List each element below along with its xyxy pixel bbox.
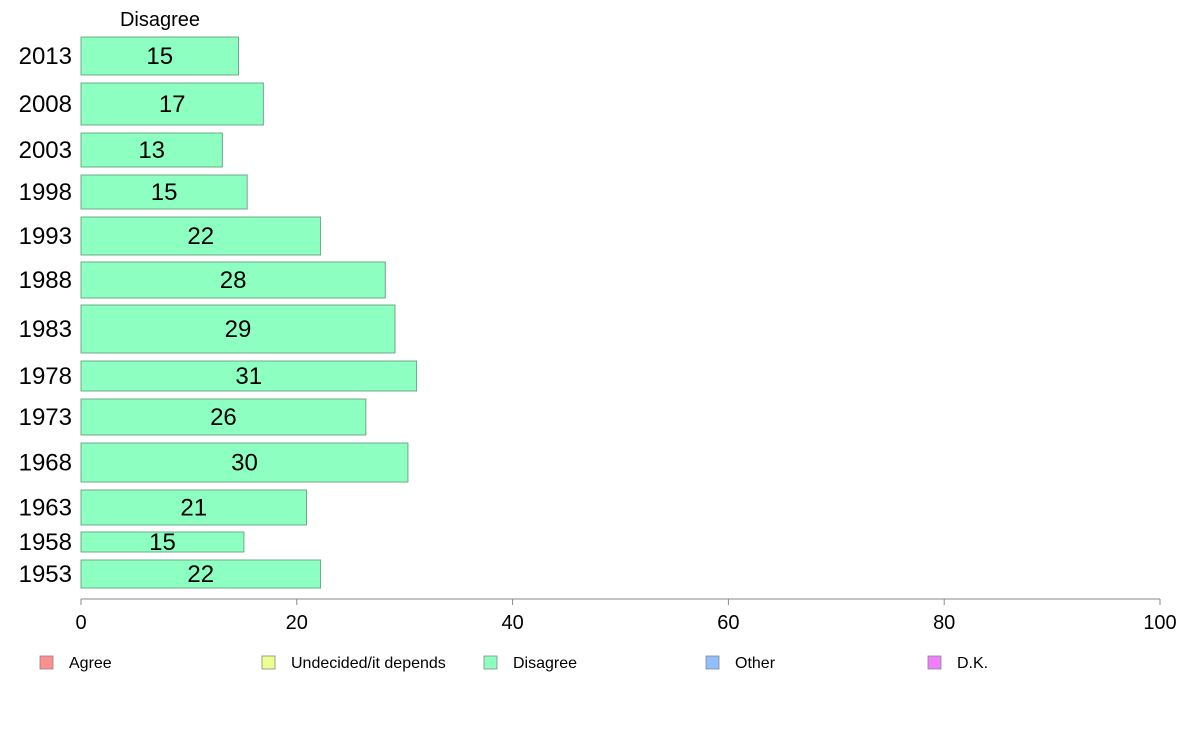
bar-2008 (80, 82, 264, 126)
category-label-1973: 1973 (19, 404, 72, 431)
category-label-1978: 1978 (19, 363, 72, 390)
legend-swatch-1 (261, 655, 276, 670)
data-label-1968: 30 (231, 450, 258, 477)
legend-swatch-2 (483, 655, 498, 670)
category-label-1998: 1998 (19, 179, 72, 206)
legend-swatch-3 (705, 655, 720, 670)
bar-1968 (80, 442, 409, 483)
panel-title: Disagree (120, 9, 200, 31)
legend-swatch-0 (39, 655, 54, 670)
category-label-1988: 1988 (19, 267, 72, 294)
category-label-2013: 2013 (19, 43, 72, 70)
legend-label-3: Other (735, 655, 776, 672)
legend-swatch-4 (927, 655, 942, 670)
x-tick-label-40: 40 (501, 612, 523, 634)
legend: Agree Undecided/it depends Disagree Other D.… (39, 655, 988, 672)
data-label-1958: 15 (149, 529, 176, 556)
data-label-2003: 13 (138, 137, 165, 164)
data-label-1988: 28 (220, 267, 247, 294)
data-label-1993: 22 (187, 223, 214, 250)
data-label-2008: 17 (159, 91, 186, 118)
data-label-1983: 29 (225, 316, 252, 343)
bar-1988 (80, 261, 386, 299)
bar-2003 (80, 132, 223, 168)
category-label-2003: 2003 (19, 137, 72, 164)
bar-1958 (80, 531, 245, 553)
data-label-1998: 15 (151, 179, 178, 206)
bar-2013 (80, 36, 240, 76)
bar-1953 (80, 559, 322, 589)
x-tick-label-0: 0 (75, 612, 86, 634)
x-tick-label-20: 20 (286, 612, 308, 634)
category-label-1953: 1953 (19, 561, 72, 588)
legend-label-1: Undecided/it depends (291, 655, 446, 672)
data-label-2013: 15 (146, 43, 173, 70)
data-label-1963: 21 (180, 495, 207, 522)
category-label-2008: 2008 (19, 91, 72, 118)
bar-1993 (80, 216, 322, 256)
data-label-1973: 26 (210, 404, 237, 431)
bar-1963 (80, 489, 308, 526)
category-label-1993: 1993 (19, 223, 72, 250)
data-label-1978: 31 (235, 363, 262, 390)
bar-1978 (80, 360, 418, 392)
bar-1983 (80, 304, 396, 354)
x-tick-label-100: 100 (1143, 612, 1176, 634)
category-label-1958: 1958 (19, 529, 72, 556)
legend-label-0: Agree (69, 655, 112, 672)
x-tick-label-60: 60 (717, 612, 739, 634)
category-label-1983: 1983 (19, 316, 72, 343)
legend-label-4: D.K. (957, 655, 988, 672)
category-label-1968: 1968 (19, 450, 72, 477)
bars-group: 2013 15 2008 17 2003 13 1998 15 1993 22 1988 28 1983… (19, 36, 418, 589)
x-tick-label-80: 80 (933, 612, 955, 634)
data-label-1953: 22 (187, 561, 214, 588)
category-label-1963: 1963 (19, 495, 72, 522)
bar-1973 (80, 398, 367, 436)
x-axis: 0 20 40 60 80 100 (75, 598, 1177, 634)
bar-1998 (80, 174, 248, 210)
legend-label-2: Disagree (513, 655, 577, 672)
